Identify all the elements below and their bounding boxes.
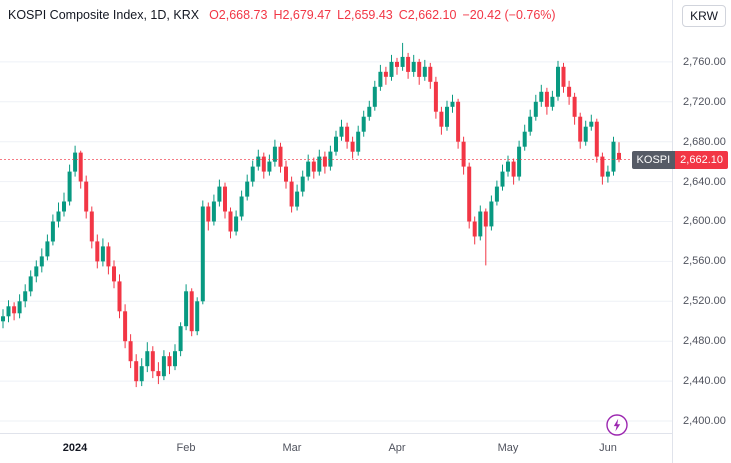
price-axis-label: 2,640.00 bbox=[683, 175, 726, 188]
open-value: O2,668.73 bbox=[209, 8, 268, 22]
price-axis-label: 2,400.00 bbox=[683, 415, 726, 428]
price-axis-label: 2,680.00 bbox=[683, 135, 726, 148]
ohlc-readout: O2,668.73 H2,679.47 L2,659.43 C2,662.10 −20.… bbox=[209, 8, 562, 22]
time-axis-label: May bbox=[497, 442, 519, 454]
price-axis-label: 2,440.00 bbox=[683, 375, 726, 388]
time-axis-label: Jun bbox=[599, 442, 617, 454]
lightning-bolt-button[interactable] bbox=[606, 414, 628, 436]
symbol-badge: KOSPI bbox=[631, 150, 676, 169]
chart-legend: KOSPI Composite Index, 1D, KRX O2,668.73 H… bbox=[8, 8, 562, 22]
last-price-badge: KOSPI 2,662.10 bbox=[631, 150, 728, 169]
low-value: L2,659.43 bbox=[337, 8, 393, 22]
candlestick-plot[interactable] bbox=[0, 0, 672, 433]
price-axis[interactable]: KRW 2,760.00 2,720.00 2,680.00 2,640.00 2,60… bbox=[672, 0, 731, 463]
currency-toggle-button[interactable]: KRW bbox=[682, 5, 726, 27]
time-axis-label: Feb bbox=[176, 442, 196, 454]
price-axis-label: 2,760.00 bbox=[683, 55, 726, 68]
time-axis-label: Mar bbox=[282, 442, 302, 454]
time-axis[interactable]: 2024 Feb Mar Apr May Jun bbox=[0, 433, 731, 463]
price-axis-label: 2,720.00 bbox=[683, 95, 726, 108]
time-axis-label: 2024 bbox=[62, 442, 88, 454]
price-axis-label: 2,600.00 bbox=[683, 215, 726, 228]
price-axis-label: 2,520.00 bbox=[683, 295, 726, 308]
symbol-title[interactable]: KOSPI Composite Index, 1D, KRX bbox=[8, 8, 200, 22]
price-axis-label: 2,560.00 bbox=[683, 255, 726, 268]
change-value: −20.42 (−0.76%) bbox=[462, 8, 556, 22]
lightning-bolt-icon bbox=[606, 414, 628, 436]
price-value-badge: 2,662.10 bbox=[675, 150, 728, 169]
time-axis-label: Apr bbox=[388, 442, 406, 454]
close-value: C2,662.10 bbox=[398, 8, 457, 22]
high-value: H2,679.47 bbox=[273, 8, 332, 22]
price-axis-label: 2,480.00 bbox=[683, 335, 726, 348]
